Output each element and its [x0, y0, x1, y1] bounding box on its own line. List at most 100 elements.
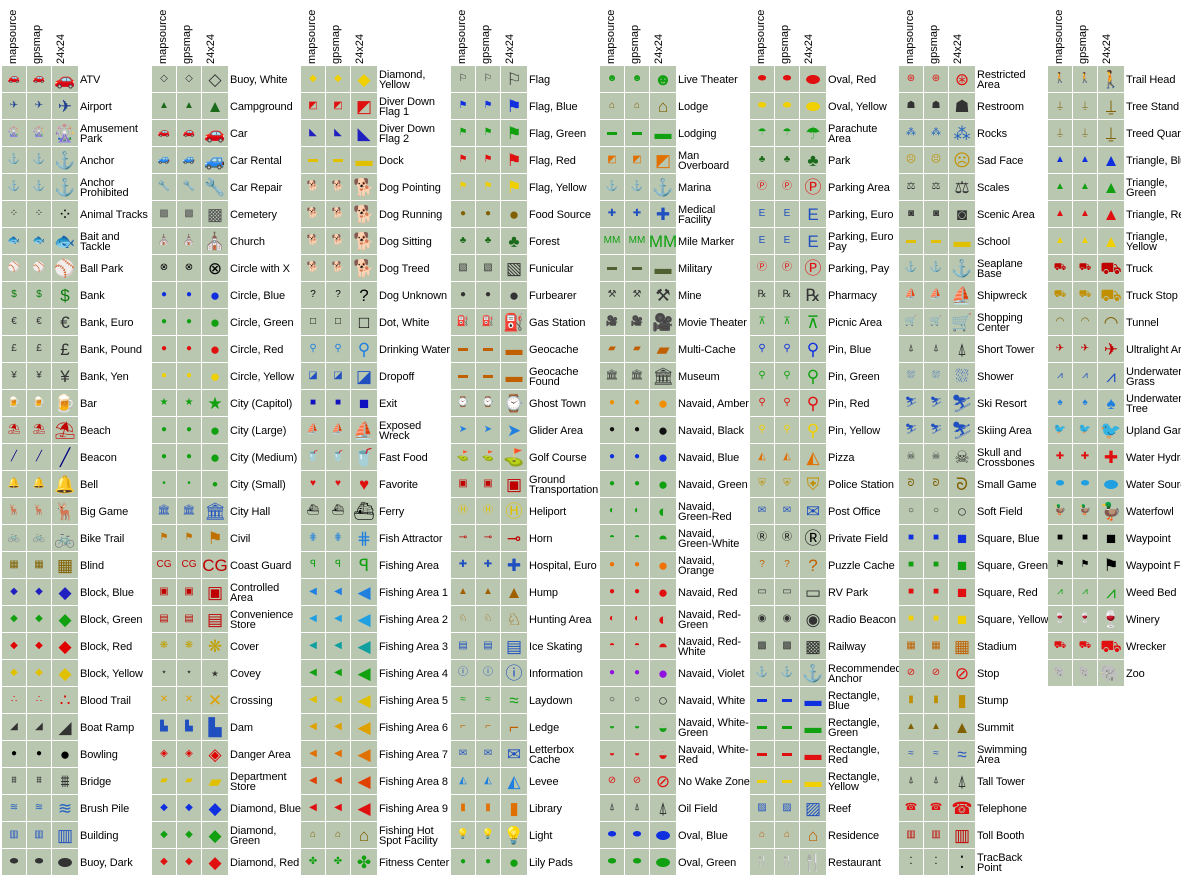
- symbol-label: Fishing Area 9: [379, 802, 448, 815]
- 24x24-icon-cell: ∴: [52, 687, 78, 713]
- symbol-label: Oval, Yellow: [828, 100, 887, 113]
- waypoint-symbol-icon: ♣: [783, 154, 791, 165]
- waypoint-symbol-icon: ●: [160, 316, 168, 327]
- mapsource-icon-cell: ⌚: [451, 390, 475, 416]
- mapsource-icon-cell: ⛟: [1048, 633, 1072, 659]
- 24x24-icon-cell: 🚲: [52, 525, 78, 551]
- waypoint-symbol-icon: ▩: [159, 208, 169, 219]
- waypoint-symbol-icon: ▬: [505, 366, 523, 386]
- waypoint-symbol-icon: ◭: [758, 451, 766, 462]
- gpsmap-icon-cell: ◆: [326, 66, 350, 92]
- mapsource-icon-cell: ✚: [1048, 444, 1072, 470]
- symbol-label: Forest: [529, 235, 560, 248]
- gpsmap-icon-cell: ◐: [625, 606, 649, 632]
- waypoint-symbol-icon: 🐘: [1078, 667, 1092, 678]
- symbol-label: Railway: [828, 640, 866, 653]
- icon-row: ◇ ◇ ◇ Buoy, White: [152, 66, 302, 93]
- 24x24-icon-cell: ●: [202, 282, 228, 308]
- 24x24-icon-cell: ☗: [949, 93, 975, 119]
- waypoint-symbol-icon: ⓘ: [458, 667, 468, 678]
- waypoint-symbol-icon: 🦆: [1053, 505, 1067, 516]
- mapsource-icon-cell: ≋: [2, 795, 26, 821]
- waypoint-symbol-icon: 🐕: [306, 181, 320, 192]
- mapsource-icon-cell: ⓘ: [451, 660, 475, 686]
- symbol-label: Circle, Green: [230, 316, 294, 329]
- symbol-label: Bowling: [80, 748, 118, 761]
- mapsource-icon-cell: ▬: [750, 714, 774, 740]
- icon-row: ⬬ ⬬ ⬬ Oval, Red: [750, 66, 900, 93]
- waypoint-symbol-icon: ⊘: [954, 663, 970, 683]
- waypoint-symbol-icon: 🍴: [802, 852, 824, 872]
- icon-row: ◀ ◀ ◀ Fishing Area 6: [301, 714, 451, 741]
- icon-row: 🐕 🐕 🐕 Dog Treed: [301, 255, 451, 282]
- waypoint-symbol-icon: ⛵: [951, 285, 973, 305]
- waypoint-symbol-icon: •: [162, 478, 166, 489]
- waypoint-symbol-icon: ◩: [654, 150, 672, 170]
- 24x24-icon-cell: ⬬: [800, 66, 826, 92]
- 24x24-icon-cell: ⚖: [949, 174, 975, 200]
- waypoint-symbol-icon: ✤: [333, 856, 343, 867]
- 24x24-icon-cell: 🐦: [1098, 417, 1124, 443]
- waypoint-symbol-icon: ◓: [657, 636, 669, 656]
- symbol-label: Military: [678, 262, 713, 275]
- icon-row: ⚲ ⚲ ⚲ Pin, Yellow: [750, 417, 900, 444]
- icon-row: ● ● ● Circle, Red: [152, 336, 302, 363]
- 24x24-icon-cell: ⬬: [650, 849, 676, 875]
- symbol-label: Cemetery: [230, 208, 277, 221]
- waypoint-symbol-icon: ⋆: [209, 663, 221, 683]
- mapsource-icon-cell: 🦌: [2, 498, 26, 524]
- mapsource-icon-cell: ●: [600, 660, 624, 686]
- waypoint-symbol-icon: ◉: [782, 613, 792, 624]
- 24x24-icon-cell: 🐕: [351, 255, 377, 281]
- 24x24-icon-cell: ▮: [501, 795, 527, 821]
- waypoint-symbol-icon: ⊸: [458, 532, 468, 543]
- 24x24-icon-cell: ●: [650, 579, 676, 605]
- icon-row: ⚓ ⚓ ⚓ Anchor: [2, 147, 152, 174]
- waypoint-symbol-icon: ⛴: [331, 505, 345, 516]
- waypoint-symbol-icon: 🚙: [157, 154, 171, 165]
- waypoint-symbol-icon: ●: [209, 312, 221, 332]
- waypoint-symbol-icon: ☗: [906, 100, 916, 111]
- mapsource-icon-cell: ⬬: [750, 93, 774, 119]
- symbol-label: Bait and Tackle: [80, 230, 120, 253]
- icon-row: ⚲ ⚲ ⚲ Pin, Blue: [750, 336, 900, 363]
- waypoint-symbol-icon: ⩘: [1082, 586, 1088, 597]
- waypoint-symbol-icon: ▣: [206, 582, 224, 602]
- symbol-label: Library: [529, 802, 562, 815]
- 24x24-icon-cell: ◓: [650, 525, 676, 551]
- waypoint-symbol-icon: ♘: [458, 613, 468, 624]
- icon-row: ■ ■ ■ Waypoint: [1048, 525, 1181, 552]
- icon-row: ■ ■ ■ Square, Red: [899, 579, 1049, 606]
- icon-row: ▦ ▦ ▦ Blind: [2, 552, 152, 579]
- gpsmap-icon-cell: 🐕: [326, 174, 350, 200]
- waypoint-symbol-icon: $: [36, 289, 42, 300]
- waypoint-symbol-icon: ◀: [334, 694, 342, 705]
- waypoint-symbol-icon: ⚲: [783, 343, 791, 354]
- waypoint-symbol-icon: ▲: [1055, 154, 1065, 165]
- 24x24-icon-cell: ▰: [202, 768, 228, 794]
- waypoint-symbol-icon: 🔧: [204, 177, 226, 197]
- waypoint-symbol-icon: ○: [907, 505, 915, 516]
- waypoint-symbol-icon: ▬: [804, 744, 822, 764]
- mapsource-icon-cell: ꟼ: [301, 552, 325, 578]
- waypoint-symbol-icon: ⩩: [60, 771, 70, 791]
- symbol-label: Navaid, Orange: [678, 554, 715, 577]
- mapsource-icon-cell: E: [750, 228, 774, 254]
- waypoint-symbol-icon: 🏛: [605, 370, 619, 381]
- symbol-label: Summit: [977, 721, 1014, 734]
- symbol-label: Diver Down Flag 2: [379, 122, 435, 145]
- gpsmap-icon-cell: ⬬: [27, 849, 51, 875]
- 24x24-icon-cell: ⚓: [52, 174, 78, 200]
- gpsmap-icon-cell: ⬬: [775, 93, 799, 119]
- symbol-label: Covey: [230, 667, 261, 680]
- 24x24-icon-cell: 🐘: [1098, 660, 1124, 686]
- waypoint-symbol-icon: ▬: [333, 154, 343, 165]
- waypoint-symbol-icon: ⚲: [783, 424, 791, 435]
- mapsource-icon-cell: ◆: [152, 795, 176, 821]
- 24x24-icon-cell: ☂: [800, 120, 826, 146]
- waypoint-symbol-icon: ■: [932, 559, 940, 570]
- waypoint-symbol-icon: ▥: [34, 829, 44, 840]
- 24x24-icon-cell: ◓: [650, 633, 676, 659]
- icon-row: ≈ ≈ ≈ Laydown: [451, 687, 601, 714]
- gpsmap-icon-cell: ⚐: [476, 66, 500, 92]
